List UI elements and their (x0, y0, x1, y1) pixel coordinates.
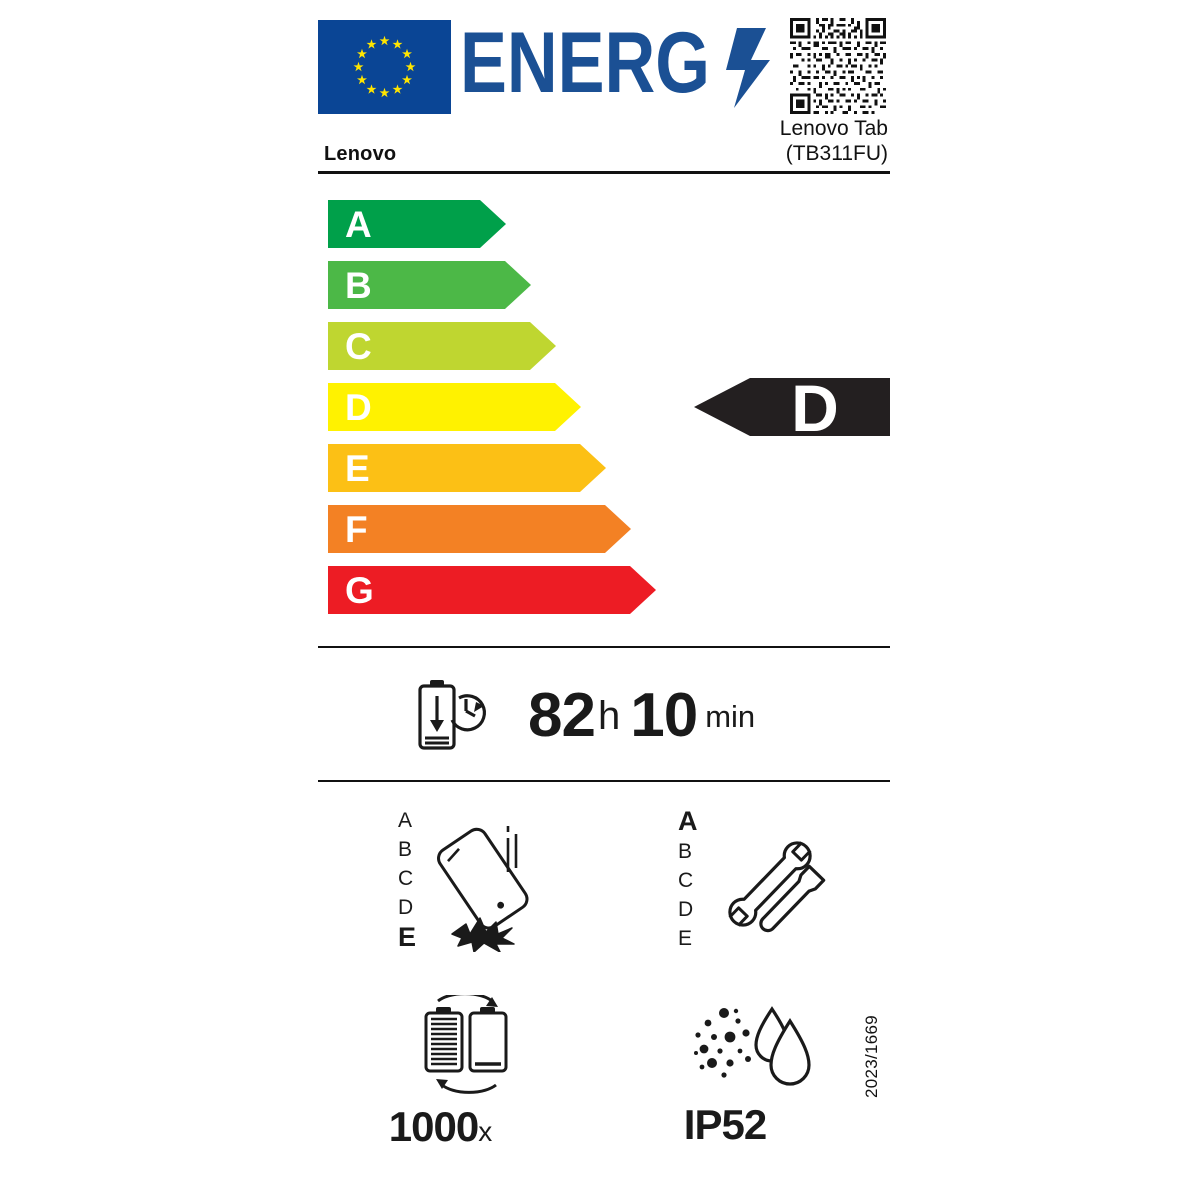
battery-cycle-icon (412, 995, 522, 1095)
duration-hours: 82 (528, 681, 596, 750)
header-divider (318, 171, 890, 174)
eu-flag (318, 20, 451, 114)
energy-class-bar-e (328, 444, 606, 492)
dust-particles (694, 1008, 751, 1078)
duration-minutes: 10 (630, 681, 698, 750)
energy-class-bar-a (328, 200, 506, 248)
energy-class-letter-a: A (345, 204, 372, 245)
battery-duration-row: 82 h 10 min (310, 668, 890, 768)
drop-resistance-letter-c: C (398, 867, 414, 890)
energ-text: ENERG (460, 20, 710, 111)
scale-divider (318, 646, 890, 648)
svg-text:D: D (791, 371, 839, 445)
battery-cycles-value: 1000x (310, 1103, 570, 1151)
drop-resistance-letter-a: A (398, 809, 413, 832)
repairability-letter-d: D (678, 898, 694, 921)
energy-class-letter-c: C (345, 326, 372, 367)
energy-class-bar-d (328, 383, 581, 431)
energy-class-letter-f: F (345, 509, 368, 550)
energy-class-bar-c (328, 322, 556, 370)
energy-class-letter-d: D (345, 387, 372, 428)
cycles-count: 1000 (388, 1103, 479, 1150)
duration-hours-unit: h (597, 694, 621, 738)
model-name: Lenovo Tab (TB311FU) (780, 116, 888, 166)
cycles-suffix: x (478, 1116, 492, 1147)
model-line-2: (TB311FU) (785, 142, 888, 165)
energy-class-letter-g: G (345, 570, 374, 611)
phone-drop-icon (430, 812, 540, 952)
metric-ingress-protection: IP52 (590, 993, 880, 1183)
regulation-reference: 2023/1669 (862, 1014, 881, 1098)
duration-minutes-unit: min (705, 698, 756, 734)
energ-wordmark: ENERG (460, 20, 770, 112)
battery-duration-value: 82 h 10 min (528, 668, 757, 764)
ingress-protection-value: IP52 (683, 1101, 767, 1148)
drop-resistance-letter-e: E (398, 922, 417, 952)
repairability-letter-b: B (678, 840, 693, 863)
product-identification: Lenovo Lenovo Tab (TB311FU) (318, 116, 890, 172)
water-drops (754, 1006, 811, 1086)
repairability-letter-e: E (678, 927, 693, 950)
energy-class-bar-g (328, 566, 656, 614)
energy-class-bar-f (328, 505, 631, 553)
dust-water-icon (690, 1001, 820, 1093)
repairability-letter-c: C (678, 869, 694, 892)
duration-divider (318, 780, 890, 782)
drop-resistance-letter-b: B (398, 838, 413, 861)
drop-resistance-letter-d: D (398, 896, 414, 919)
energy-label: ENERG (310, 8, 890, 1192)
rated-class-arrow: D (694, 371, 890, 445)
qr-code[interactable] (790, 18, 886, 114)
energy-class-letter-e: E (345, 448, 370, 489)
energy-class-bar-b (328, 261, 531, 309)
battery-clock-icon (410, 676, 494, 754)
lightning-bolt-icon (726, 28, 770, 108)
energy-class-letter-b: B (345, 265, 372, 306)
repairability-letter-a: A (678, 806, 698, 836)
label-header: ENERG (310, 12, 890, 120)
wrench-screwdriver-icon (708, 820, 832, 948)
brand-name: Lenovo (324, 143, 397, 165)
metric-battery-cycles: 1000x (310, 993, 600, 1183)
model-line-1: Lenovo Tab (779, 117, 888, 140)
